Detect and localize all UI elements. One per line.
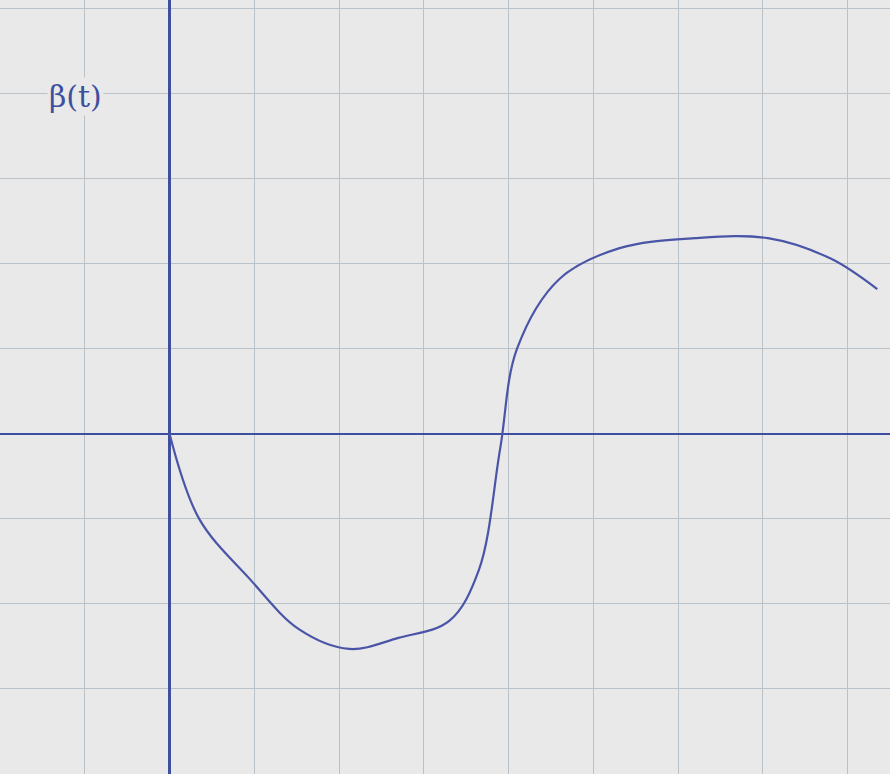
svg-text:β(t): β(t) — [49, 79, 102, 114]
